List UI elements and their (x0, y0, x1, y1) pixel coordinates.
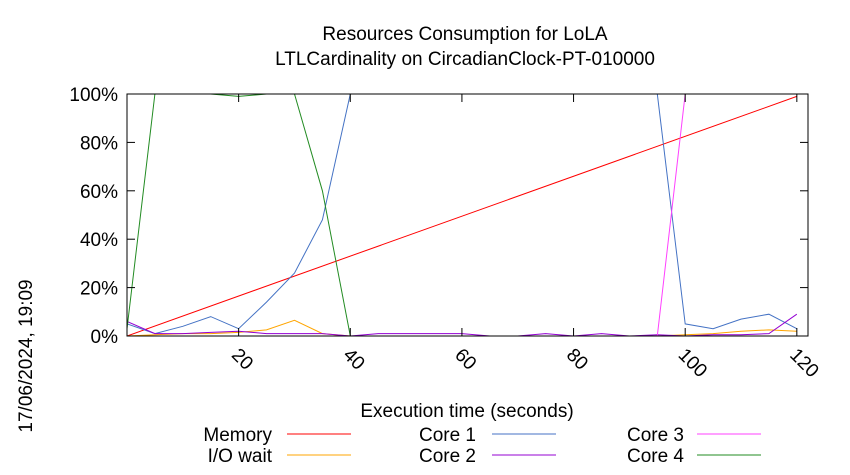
legend-label-core-1: Core 1 (419, 425, 476, 446)
plot-frame (126, 93, 809, 337)
chart-title-line-1: Resources Consumption for LoLA (322, 24, 607, 45)
series-layer (126, 93, 798, 337)
y-tick-label: 0% (91, 327, 119, 348)
y-tick-label: 20% (80, 279, 118, 300)
x-tick-label: 60 (450, 345, 480, 375)
legend-label-core-2: Core 2 (419, 446, 476, 467)
series-line-memory (126, 95, 797, 337)
legend-label-core-4: Core 4 (627, 446, 684, 467)
legend-label-memory: Memory (203, 425, 272, 446)
series-line-core-1 (126, 93, 798, 335)
x-tick-label: 20 (227, 345, 257, 375)
legend-label-i-o-wait: I/O wait (208, 446, 273, 467)
x-tick-label: 40 (339, 345, 369, 375)
x-axis-label: Execution time (seconds) (360, 401, 573, 422)
x-tick-label: 80 (562, 345, 592, 375)
y-tick-label: 80% (80, 133, 118, 154)
x-tick-label: 120 (785, 345, 822, 382)
x-tick-label: 100 (674, 345, 711, 382)
y-tick-label: 100% (69, 85, 118, 106)
y-tick-label: 60% (80, 182, 118, 203)
y-tick-label: 40% (80, 230, 118, 251)
timestamp-label: 17/06/2024, 19:09 (16, 279, 37, 432)
legend-label-core-3: Core 3 (627, 425, 684, 446)
chart-title-line-2: LTLCardinality on CircadianClock-PT-0100… (275, 49, 655, 70)
ticks-layer: 0% 20% 40% 60% 80% 100% 20 40 60 80 100 120 (69, 85, 822, 382)
